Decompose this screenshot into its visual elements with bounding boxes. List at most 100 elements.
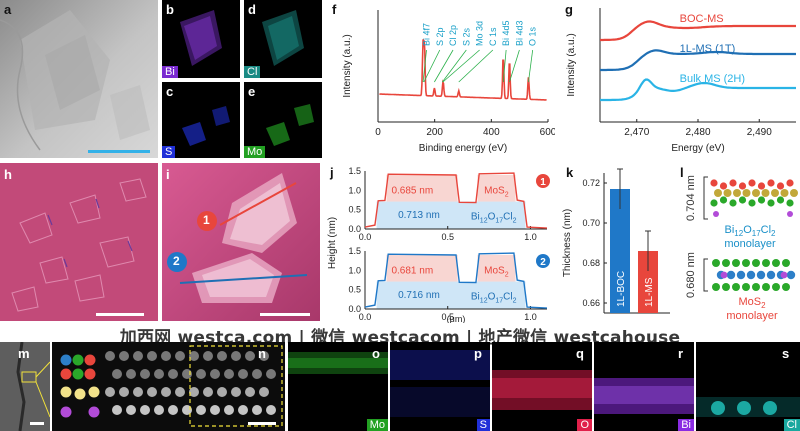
haadf-overlay-atom (60, 406, 72, 418)
haadf-overlay-atom (60, 354, 72, 366)
xanes-x-tick-label: 2,480 (685, 127, 710, 138)
haadf-atom-column (224, 369, 234, 379)
boc-atom-o (786, 179, 794, 187)
mos2-atom-s-top (752, 259, 760, 267)
boc-atom-o (729, 179, 737, 187)
haadf-atom-column (210, 405, 220, 415)
haadf-atom-column (147, 387, 157, 397)
eds-tag-bi: Bi (162, 66, 178, 78)
afm-profile-line-2 (179, 274, 308, 284)
haadf-atom-column (119, 351, 129, 361)
profile-bottom-boc-label: Bi12O17Cl2 (471, 292, 517, 305)
profile-bottom-x-tick-label: 0.0 (359, 312, 372, 322)
profile-bottom-mos2-region-a (386, 254, 458, 282)
haadf-atom-column (238, 405, 248, 415)
monolayer-schematic: 0.704 nm Bi12O17Cl2 monolayer 0.680 nm M… (685, 175, 798, 322)
thickness-bar-label: 1L-MS (644, 277, 655, 307)
xps-peak-guide (422, 49, 427, 83)
boc-atom-o (776, 182, 785, 190)
haadf-atom-column (154, 369, 164, 379)
haadf-atom-column (203, 351, 213, 361)
mos2-atom-mo (766, 270, 776, 280)
mos2-atom-s-top (772, 259, 780, 267)
profile-bottom-mos2-height: 0.681 nm (391, 265, 433, 276)
eds-map-mo: e Mo (244, 82, 322, 158)
haadf-atom-column (105, 387, 115, 397)
haadf-atom-column (168, 369, 178, 379)
boc-atom-bi (723, 189, 732, 197)
boc-atom-bi (780, 189, 789, 197)
profile-top-marker-circle (536, 174, 550, 188)
mos2-atom-extra (780, 271, 788, 279)
haadf-atom-column (217, 387, 227, 397)
eds-map-bi-atomic: r Bi (594, 342, 694, 431)
xps-x-tick-label: 400 (483, 127, 500, 138)
mos2-atom-s-top (712, 259, 720, 267)
thickness-bar (638, 251, 658, 313)
boc-atom-cl (757, 196, 766, 204)
xanes-series-label: BOC-MS (680, 13, 724, 25)
xanes-chart: 2,470 2,480 2,490 Energy (eV) Intensity (a.u… (566, 8, 796, 154)
eds-map-mo-atomic: o Mo (288, 342, 388, 431)
xps-peak-label: O 1s (528, 26, 538, 46)
boc-monolayer-atoms (710, 179, 798, 217)
profile-top-boc-height: 0.713 nm (398, 210, 440, 221)
eds-tag-mo: Mo (244, 146, 266, 158)
boc-atom-cl (776, 196, 785, 204)
haadf-scale-bar (248, 422, 276, 425)
eds-tag-s-atomic: S (476, 419, 490, 431)
boc-atom-o (757, 182, 766, 190)
mos2-atom-s-bottom (752, 283, 760, 291)
profile-bottom-x-tick-label: 0.5 (441, 312, 454, 322)
thickness-y-axis-label: Thickness (nm) (562, 209, 573, 277)
lower-thickness: 0.680 nm (685, 252, 697, 298)
haadf-atom-column (140, 405, 150, 415)
xps-peak-label: S 2p (435, 27, 445, 46)
haadf-overlay-atom (72, 368, 84, 380)
haadf-atom-column (189, 387, 199, 397)
afm-image-h: h (0, 163, 158, 321)
haadf-atom-column (133, 351, 143, 361)
boc-atom-bi (742, 189, 751, 197)
mos2-atom-s-top (722, 259, 730, 267)
eds-tag-mo-atomic: Mo (366, 419, 388, 431)
haadf-overlay-atom (88, 406, 100, 418)
xps-chart: 0 200 400 600 Binding energy (eV) Intensity (… (342, 10, 555, 154)
panel-label-r: r (678, 346, 684, 361)
xps-x-tick-label: 200 (426, 127, 443, 138)
panel-label-g: g (565, 2, 573, 17)
panel-label-f: f (332, 2, 337, 17)
haadf-atom-column (196, 405, 206, 415)
mos2-atom-mo (756, 270, 766, 280)
eds-map-o-atomic: q O (492, 342, 592, 431)
panel-label-s: s (782, 346, 790, 361)
eds-tag-o-atomic: O (577, 419, 592, 431)
haadf-atom-column (161, 351, 171, 361)
boc-atom-o (748, 179, 756, 187)
boc-label: Bi12O17Cl2 (725, 224, 777, 238)
boc-caption: monolayer (724, 238, 776, 250)
tem-image-a-svg (0, 0, 158, 158)
haadf-atom-column (238, 369, 248, 379)
haadf-atom-column (154, 405, 164, 415)
mos2-atom-s-top (782, 259, 790, 267)
haadf-atom-column (203, 387, 213, 397)
boc-atom-o (767, 179, 775, 187)
haadf-atom-column (175, 387, 185, 397)
profile-top-mos2-region-a (386, 174, 458, 202)
profile-bottom-y-tick-label: 1.5 (348, 246, 361, 256)
haadf-overlay-atom (60, 368, 72, 380)
xanes-x-tick-label: 2,470 (624, 127, 649, 138)
boc-atom-o (710, 179, 718, 187)
haadf-atom-column (105, 351, 115, 361)
profile-top-y-tick-label: 1.0 (348, 185, 361, 195)
haadf-atom-column (231, 387, 241, 397)
panel-label-a: a (4, 2, 12, 17)
xanes-series-label: Bulk MS (2H) (680, 73, 745, 85)
panel-label-e: e (248, 84, 256, 99)
eds-tag-cl-atomic: Cl (783, 419, 800, 431)
xps-x-axis-label: Binding energy (eV) (419, 143, 507, 154)
thickness-y-tick-label: 0.72 (582, 178, 600, 188)
mos2-atom-s-bottom (742, 283, 750, 291)
boc-atom-cl (729, 199, 737, 207)
